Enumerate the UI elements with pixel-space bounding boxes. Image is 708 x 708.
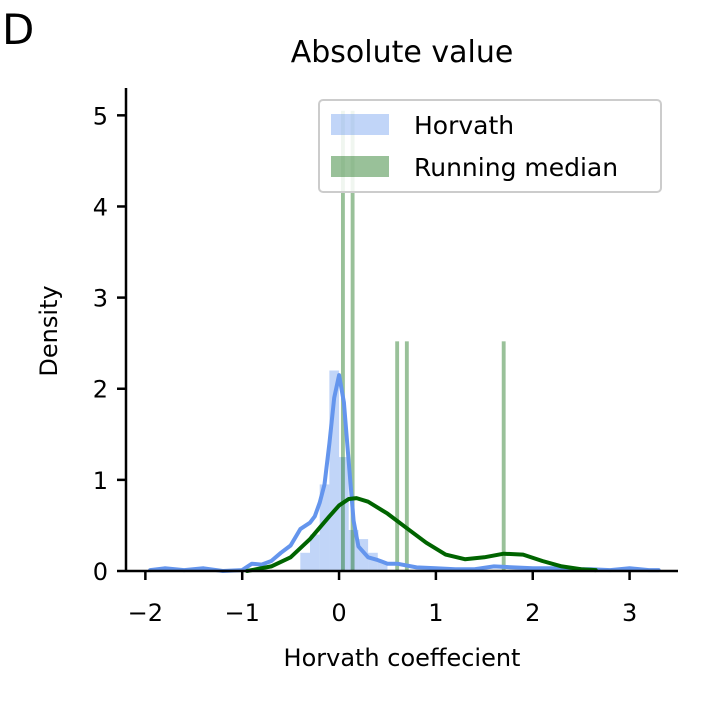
chart-title: Absolute value: [291, 35, 514, 70]
hist-bar: [340, 110, 345, 571]
legend-swatch-running-median: [331, 156, 389, 177]
hist-bar: [501, 341, 506, 571]
x-tick-label: 1: [428, 599, 443, 627]
x-tick-label: 2: [525, 599, 540, 627]
hist-bar: [329, 370, 340, 571]
kde-layer: [148, 373, 661, 573]
legend-frame: [318, 99, 662, 193]
hist-bar: [348, 529, 359, 571]
y-tick-label: 5: [93, 102, 108, 130]
axes: −2 −1 0 1 2 3 0 1 2 3 4 5: [93, 88, 678, 627]
panel-letter: D: [2, 5, 34, 54]
x-tick-label: −1: [225, 599, 260, 627]
hist-bar: [358, 539, 369, 571]
legend-swatch-horvath: [331, 114, 389, 135]
hist-bar: [319, 484, 330, 571]
y-axis-label: Density: [35, 285, 63, 376]
kde-line: [148, 373, 661, 573]
hist-bar: [310, 534, 320, 571]
x-axis-label: Horvath coeffecient: [284, 644, 521, 672]
y-tick-label: 0: [93, 558, 108, 586]
x-tick-label: 3: [622, 599, 637, 627]
y-tick-label: 4: [93, 193, 108, 221]
legend-label-running-median: Running median: [414, 153, 618, 182]
hist-bar: [395, 341, 400, 571]
y-tick-label: 2: [93, 376, 108, 404]
histogram-layer: [300, 110, 506, 571]
x-tick-label: 0: [331, 599, 346, 627]
kde-line: [245, 496, 598, 573]
legend: Horvath Running median: [318, 99, 662, 193]
y-tick-label: 3: [93, 285, 108, 313]
hist-bar: [404, 341, 409, 571]
hist-bar: [377, 561, 388, 571]
hist-bar: [350, 110, 355, 571]
legend-label-horvath: Horvath: [414, 111, 514, 140]
hist-bar: [368, 552, 378, 571]
y-tick-label: 1: [93, 467, 108, 495]
x-tick-label: −2: [128, 599, 163, 627]
hist-bar: [300, 552, 310, 571]
hist-bar: [339, 457, 349, 571]
